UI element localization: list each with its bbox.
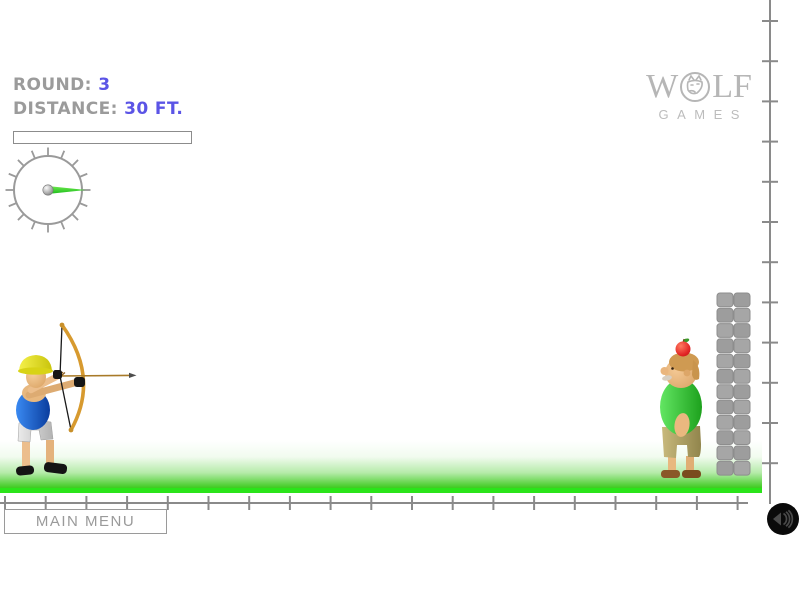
sound-toggle-button[interactable] bbox=[766, 502, 800, 536]
archer-back-shoe bbox=[16, 465, 35, 476]
main-menu-button[interactable]: MAIN MENU bbox=[4, 509, 167, 534]
logo-subtitle: GAMES bbox=[658, 107, 748, 122]
archer-draw-glove bbox=[53, 370, 62, 379]
right-ruler bbox=[762, 0, 778, 504]
target-man-shirt bbox=[660, 379, 702, 435]
target-man-leg bbox=[668, 456, 676, 472]
target-man-shorts bbox=[662, 426, 701, 458]
aim-dial bbox=[5, 147, 91, 233]
arrow-head bbox=[129, 372, 137, 378]
target-man-character bbox=[660, 338, 702, 478]
round-label: ROUND: bbox=[13, 75, 92, 95]
target-man-ear bbox=[683, 369, 691, 377]
power-meter bbox=[13, 131, 192, 144]
archer-character bbox=[16, 322, 137, 476]
archer-back-leg bbox=[22, 439, 30, 468]
sound-button-circle bbox=[767, 503, 799, 535]
dial-ticks bbox=[5, 147, 91, 233]
target-man-hair-back bbox=[692, 360, 700, 380]
target-man-eye bbox=[671, 367, 674, 370]
archer-grip-glove bbox=[74, 377, 85, 387]
distance-indicator: DISTANCE: 30 FT. bbox=[13, 99, 183, 119]
grass-ground bbox=[0, 440, 762, 488]
target-man-hair bbox=[669, 352, 699, 372]
distance-value: 30 FT. bbox=[124, 99, 184, 119]
target-man-shoe bbox=[682, 470, 701, 478]
dial-ball-icon bbox=[42, 184, 54, 196]
logo-suffix: LF bbox=[712, 68, 752, 105]
bricks bbox=[716, 292, 751, 476]
grass-edge bbox=[0, 488, 762, 493]
bottom-ruler-ticks bbox=[4, 496, 739, 510]
archer-front-shoe bbox=[43, 462, 68, 474]
brick-column bbox=[716, 292, 751, 476]
target-man-nose bbox=[660, 367, 669, 375]
wolf-head-icon bbox=[680, 72, 711, 102]
target-man-hand bbox=[674, 413, 690, 437]
speaker-icon bbox=[773, 512, 781, 526]
archer-hat-brim bbox=[18, 367, 53, 375]
target-man-leg bbox=[686, 456, 694, 472]
wolf-games-logo: W LF GAMES bbox=[640, 70, 758, 123]
archer-front-leg bbox=[46, 440, 54, 465]
sound-waves-icon bbox=[782, 509, 794, 529]
target-man-shoe bbox=[661, 470, 680, 478]
target-man-mustache bbox=[662, 375, 672, 381]
round-indicator: ROUND: 3 bbox=[13, 75, 110, 95]
round-value: 3 bbox=[98, 75, 111, 95]
bottom-ruler bbox=[0, 496, 748, 510]
arrow-shaft bbox=[58, 374, 131, 377]
archer-hat bbox=[19, 355, 52, 371]
aim-needle-icon bbox=[50, 186, 86, 194]
logo-prefix: W bbox=[646, 68, 679, 105]
bow-tip-bottom bbox=[68, 427, 74, 433]
bow-tip-top bbox=[59, 322, 65, 328]
right-ruler-ticks bbox=[762, 20, 778, 465]
distance-label: DISTANCE: bbox=[13, 99, 118, 119]
apple-target bbox=[675, 341, 691, 357]
archer-front-arm bbox=[25, 378, 82, 399]
logo-word: W LF bbox=[640, 70, 758, 104]
